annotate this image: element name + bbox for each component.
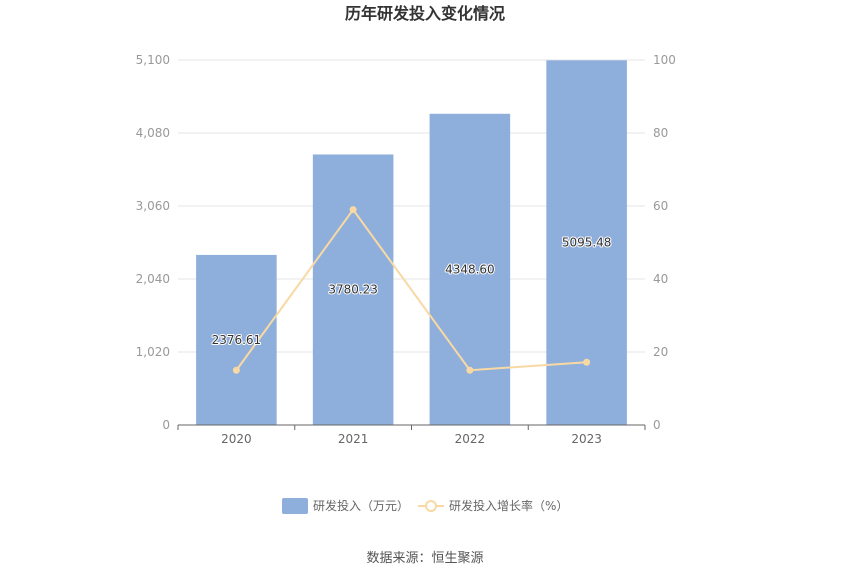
growth-point[interactable] bbox=[583, 358, 591, 366]
legend: 研发投入（万元） 研发投入增长率（%） bbox=[282, 498, 568, 514]
left-y-tick-label: 1,020 bbox=[136, 345, 170, 359]
legend-line-swatch-marker[interactable] bbox=[425, 500, 437, 512]
left-y-tick-label: 3,060 bbox=[136, 199, 170, 213]
right-y-tick-label: 0 bbox=[653, 418, 661, 432]
bar-value-label: 5095.48 bbox=[562, 236, 612, 250]
right-y-tick-label: 60 bbox=[653, 199, 668, 213]
chart-title: 历年研发投入变化情况 bbox=[345, 4, 505, 23]
legend-bar-swatch[interactable] bbox=[282, 498, 308, 514]
right-y-tick-label: 40 bbox=[653, 272, 668, 286]
x-tick-label: 2023 bbox=[571, 432, 602, 446]
bar[interactable] bbox=[196, 254, 277, 425]
x-tick-label: 2021 bbox=[338, 432, 369, 446]
left-y-tick-label: 5,100 bbox=[136, 53, 170, 67]
x-tick-label: 2020 bbox=[221, 432, 252, 446]
bar-value-label: 3780.23 bbox=[328, 283, 378, 297]
left-y-axis: 0 1,020 2,040 3,060 4,080 5,100 bbox=[136, 53, 170, 432]
growth-point[interactable] bbox=[466, 366, 474, 374]
right-y-axis: 0 20 40 60 80 100 bbox=[653, 53, 676, 432]
right-y-tick-label: 80 bbox=[653, 126, 668, 140]
growth-line-series bbox=[232, 206, 591, 374]
growth-line bbox=[235, 207, 587, 372]
left-y-tick-label: 0 bbox=[162, 418, 170, 432]
growth-point[interactable] bbox=[232, 366, 240, 374]
legend-bar-label[interactable]: 研发投入（万元） bbox=[313, 498, 409, 513]
data-labels: 2376.61 3780.23 4348.60 5095.48 bbox=[211, 235, 613, 348]
left-y-tick-label: 2,040 bbox=[136, 272, 170, 286]
source-note: 数据来源：恒生聚源 bbox=[366, 551, 483, 566]
bar-value-label: 4348.60 bbox=[445, 262, 495, 276]
x-tick-label: 2022 bbox=[455, 432, 486, 446]
bar-value-label: 2376.61 bbox=[212, 333, 262, 347]
growth-point[interactable] bbox=[349, 206, 357, 214]
right-y-tick-label: 100 bbox=[653, 53, 676, 67]
x-axis: 2020 2021 2022 2023 bbox=[177, 425, 646, 446]
right-y-tick-label: 20 bbox=[653, 345, 668, 359]
left-y-tick-label: 4,080 bbox=[136, 126, 170, 140]
bar[interactable] bbox=[312, 154, 394, 425]
legend-line-label[interactable]: 研发投入增长率（%） bbox=[449, 498, 568, 513]
